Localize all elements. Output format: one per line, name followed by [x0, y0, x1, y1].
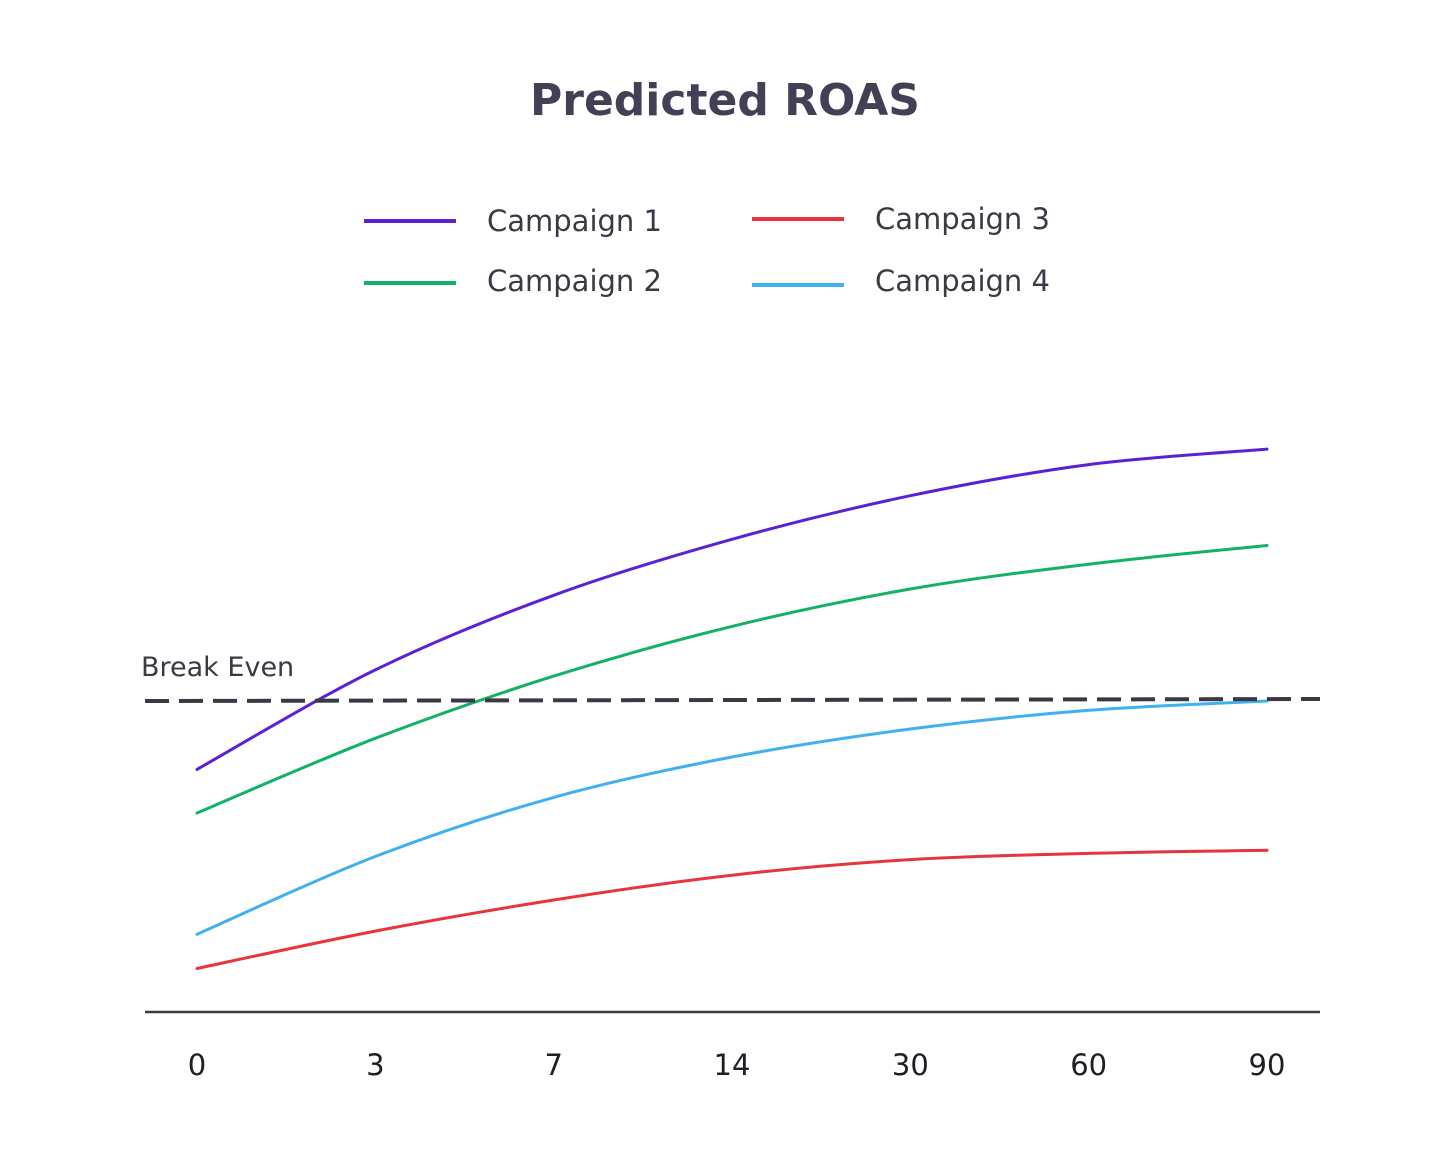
break-even-line [144, 697, 1321, 703]
x-tick-label: 30 [892, 1048, 929, 1082]
x-tick-label: 60 [1070, 1048, 1107, 1082]
series-line-campaign-2 [195, 544, 1269, 815]
legend-label-campaign-1: Campaign 1 [487, 204, 662, 238]
legend: Campaign 1 Campaign 2 Campaign 3 Campaig… [364, 202, 1050, 298]
legend-label-campaign-2: Campaign 2 [487, 264, 662, 298]
x-tick-label: 0 [188, 1048, 206, 1082]
chart-title: Predicted ROAS [530, 75, 920, 126]
legend-label-campaign-3: Campaign 3 [875, 202, 1050, 236]
x-tick-label: 90 [1249, 1048, 1286, 1082]
series-layer [195, 447, 1269, 970]
series-line-campaign-3 [195, 848, 1269, 970]
break-even-label: Break Even [141, 652, 294, 683]
x-tick-label: 3 [366, 1048, 384, 1082]
legend-label-campaign-4: Campaign 4 [875, 264, 1050, 298]
series-line-campaign-1 [195, 447, 1269, 771]
x-tick-label: 7 [544, 1048, 562, 1082]
x-axis-ticks: 0 3 7 14 30 60 90 [188, 1048, 1286, 1082]
series-line-campaign-4 [195, 699, 1269, 936]
x-tick-label: 14 [714, 1048, 751, 1082]
